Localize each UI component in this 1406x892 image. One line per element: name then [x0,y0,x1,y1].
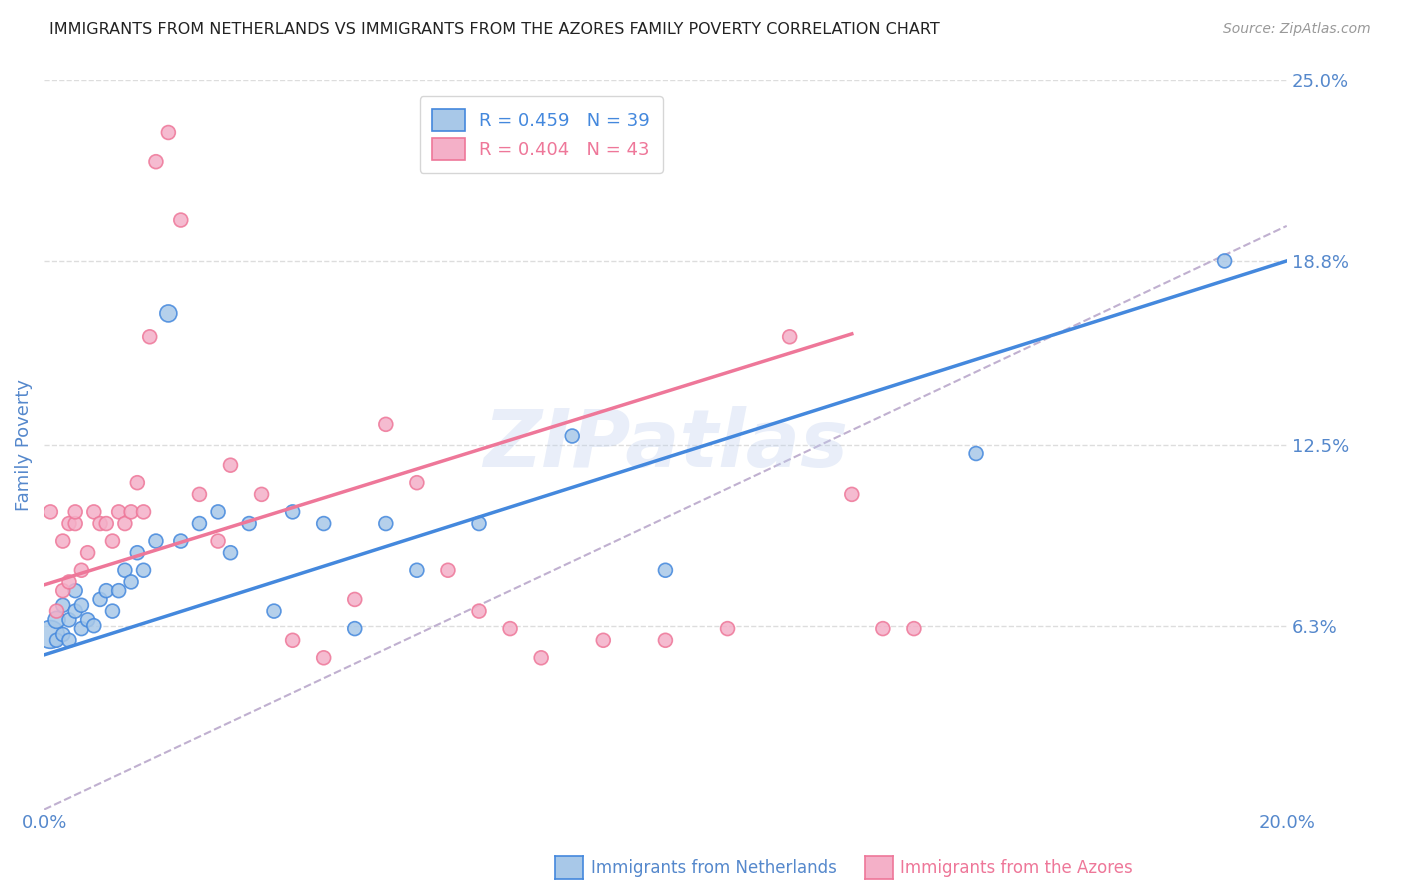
Point [841,487,863,501]
Point [343,592,366,607]
Point [120,574,142,589]
Point [716,622,738,636]
Point [188,487,211,501]
Point [903,622,925,636]
Point [52,599,75,613]
Point [281,505,304,519]
Point [70,622,93,636]
Point [654,633,676,648]
Point [70,563,93,577]
Point [468,516,491,531]
Point [83,618,105,632]
Point [76,613,98,627]
Point [312,516,335,531]
Point [76,546,98,560]
Text: Immigrants from Netherlands: Immigrants from Netherlands [591,859,837,877]
Point [872,622,894,636]
Point [58,516,80,531]
Point [157,126,180,140]
Point [63,604,86,618]
Point [89,516,111,531]
Point [83,505,105,519]
Point [39,627,62,641]
Point [654,563,676,577]
Point [63,516,86,531]
Point [281,633,304,648]
Point [58,613,80,627]
Point [1213,254,1236,268]
Point [52,534,75,549]
Point [157,306,180,320]
Point [45,604,67,618]
Y-axis label: Family Poverty: Family Poverty [15,379,32,511]
Point [45,633,67,648]
Point [374,417,396,432]
Point [965,446,987,460]
Point [127,546,149,560]
Point [437,563,460,577]
Point [561,429,583,443]
Point [207,534,229,549]
Text: Source: ZipAtlas.com: Source: ZipAtlas.com [1223,22,1371,37]
Point [530,650,553,665]
Point [250,487,273,501]
Point [263,604,285,618]
Point [127,475,149,490]
Point [101,534,124,549]
Point [45,613,67,627]
Point [188,516,211,531]
Point [170,213,193,227]
Point [58,574,80,589]
Legend: R = 0.459   N = 39, R = 0.404   N = 43: R = 0.459 N = 39, R = 0.404 N = 43 [420,96,662,173]
Point [96,516,118,531]
Point [107,505,129,519]
Point [406,563,429,577]
Point [499,622,522,636]
Point [779,330,801,344]
Point [114,516,136,531]
Point [374,516,396,531]
Point [70,599,93,613]
Point [132,563,155,577]
Point [312,650,335,665]
Point [52,627,75,641]
Point [219,458,242,473]
Point [107,583,129,598]
Point [63,505,86,519]
Point [207,505,229,519]
Point [145,154,167,169]
Point [238,516,260,531]
Text: ZIPatlas: ZIPatlas [482,406,848,483]
Point [219,546,242,560]
Point [132,505,155,519]
Point [468,604,491,618]
Point [138,330,160,344]
Point [39,505,62,519]
Point [170,534,193,549]
Point [114,563,136,577]
Point [406,475,429,490]
Point [120,505,142,519]
Point [101,604,124,618]
Point [592,633,614,648]
Point [343,622,366,636]
Point [145,534,167,549]
Point [63,583,86,598]
Point [96,583,118,598]
Point [52,583,75,598]
Point [58,633,80,648]
Text: Immigrants from the Azores: Immigrants from the Azores [900,859,1133,877]
Text: IMMIGRANTS FROM NETHERLANDS VS IMMIGRANTS FROM THE AZORES FAMILY POVERTY CORRELA: IMMIGRANTS FROM NETHERLANDS VS IMMIGRANT… [49,22,941,37]
Point [89,592,111,607]
